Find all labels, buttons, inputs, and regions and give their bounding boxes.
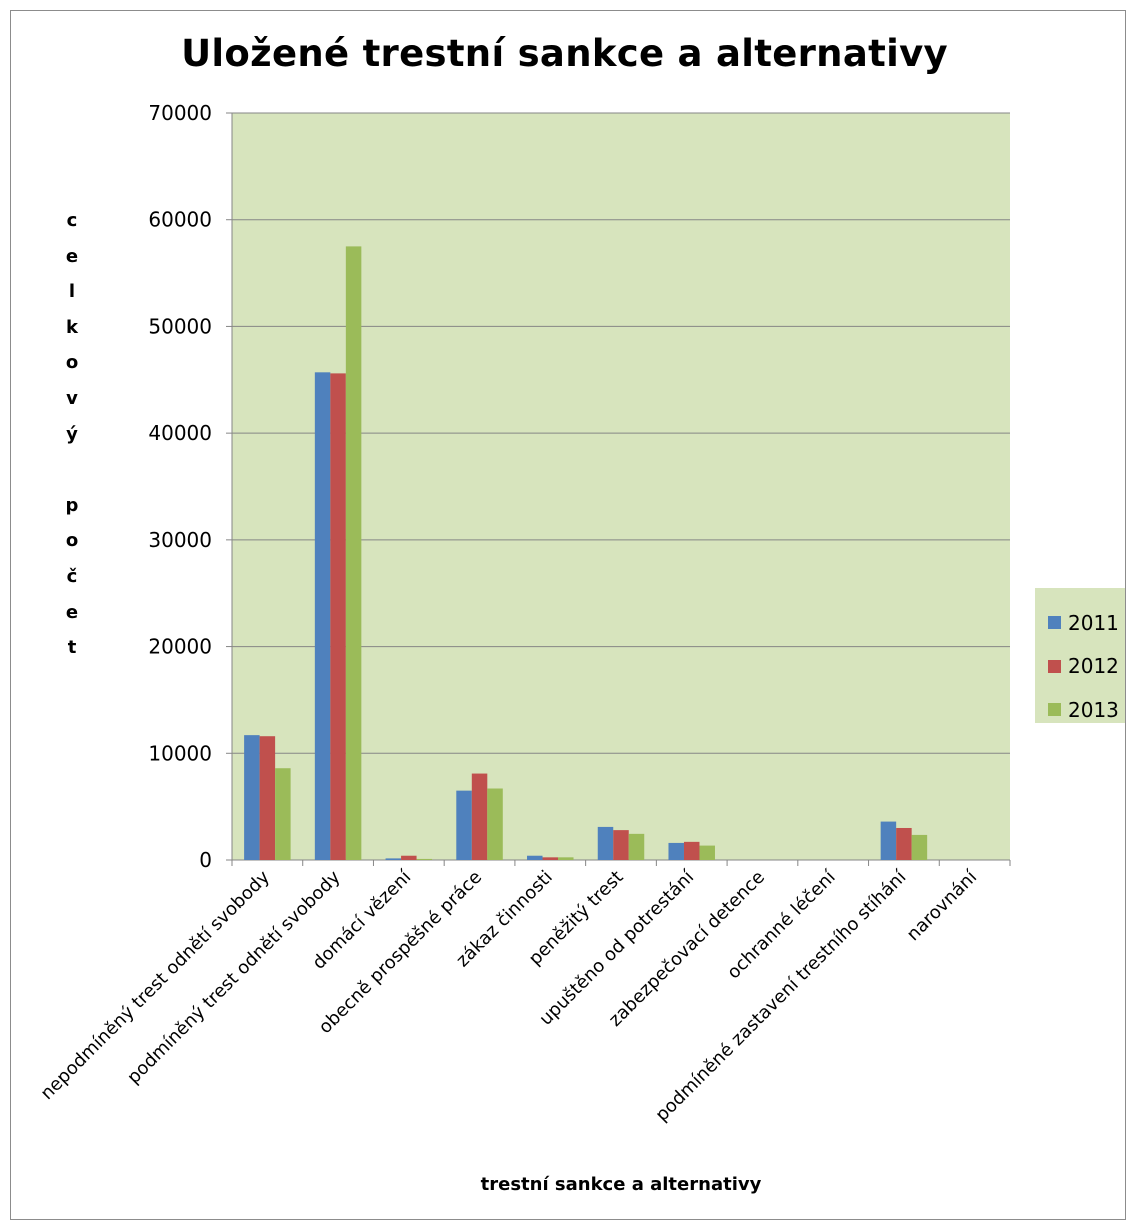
y-tick-label: 50000 (148, 314, 212, 338)
bar-2011-3 (456, 790, 472, 860)
plot-area (232, 113, 1010, 860)
legend-item-2012: 2012 (1035, 645, 1125, 689)
y-tick-label: 20000 (148, 635, 212, 659)
legend-swatch-2011 (1048, 616, 1061, 630)
legend-label-2012: 2012 (1068, 654, 1119, 679)
y-axis-label: c e l k o v ý p o č e t (65, 210, 79, 659)
bar-2012-9 (896, 827, 912, 860)
y-tick-label: 30000 (148, 528, 212, 552)
bar-2011-1 (314, 372, 331, 860)
bar-2011-2 (385, 858, 402, 860)
bar-2012-0 (259, 736, 276, 860)
legend-label-2011: 2011 (1068, 610, 1119, 635)
y-tick-label: 60000 (148, 208, 212, 232)
bar-2013-0 (275, 768, 291, 860)
bar-2011-4 (527, 855, 543, 860)
legend: 2011 2012 2013 (1035, 588, 1125, 723)
y-tick-label: 40000 (148, 421, 212, 445)
legend-item-2013: 2013 (1035, 688, 1125, 732)
y-tick-label: 0 (199, 848, 212, 872)
bar-2013-1 (345, 246, 362, 861)
bar-2013-2 (416, 858, 433, 860)
bar-2012-2 (401, 855, 417, 860)
bar-2012-1 (330, 373, 346, 860)
bar-2013-6 (699, 845, 715, 860)
chart-title: Uložené trestní sankce a alternativy (181, 32, 948, 75)
bar-2013-4 (558, 857, 574, 860)
legend-swatch-2012 (1048, 659, 1061, 673)
bar-2011-0 (244, 735, 260, 860)
y-tick-label: 10000 (148, 741, 212, 765)
bar-2011-9 (880, 821, 897, 860)
legend-label-2013: 2013 (1068, 697, 1119, 722)
bar-2011-5 (597, 826, 614, 860)
bar-2011-6 (668, 842, 684, 860)
x-axis-label: trestní sankce a alternativy (480, 1174, 762, 1195)
bar-2013-9 (911, 834, 928, 860)
legend-swatch-2013 (1048, 703, 1061, 717)
x-tick-label: podmíněné zastavení trestního stíhání (651, 866, 911, 1126)
bar-2012-6 (683, 841, 700, 860)
bar-2012-3 (471, 773, 488, 860)
x-tick-label: narovnání (903, 866, 982, 945)
legend-item-2011: 2011 (1035, 601, 1125, 645)
bar-2013-3 (487, 788, 503, 860)
y-tick-label: 70000 (148, 101, 212, 125)
bar-2012-4 (542, 857, 559, 860)
bar-2012-5 (613, 830, 629, 860)
bar-2013-5 (628, 833, 645, 860)
